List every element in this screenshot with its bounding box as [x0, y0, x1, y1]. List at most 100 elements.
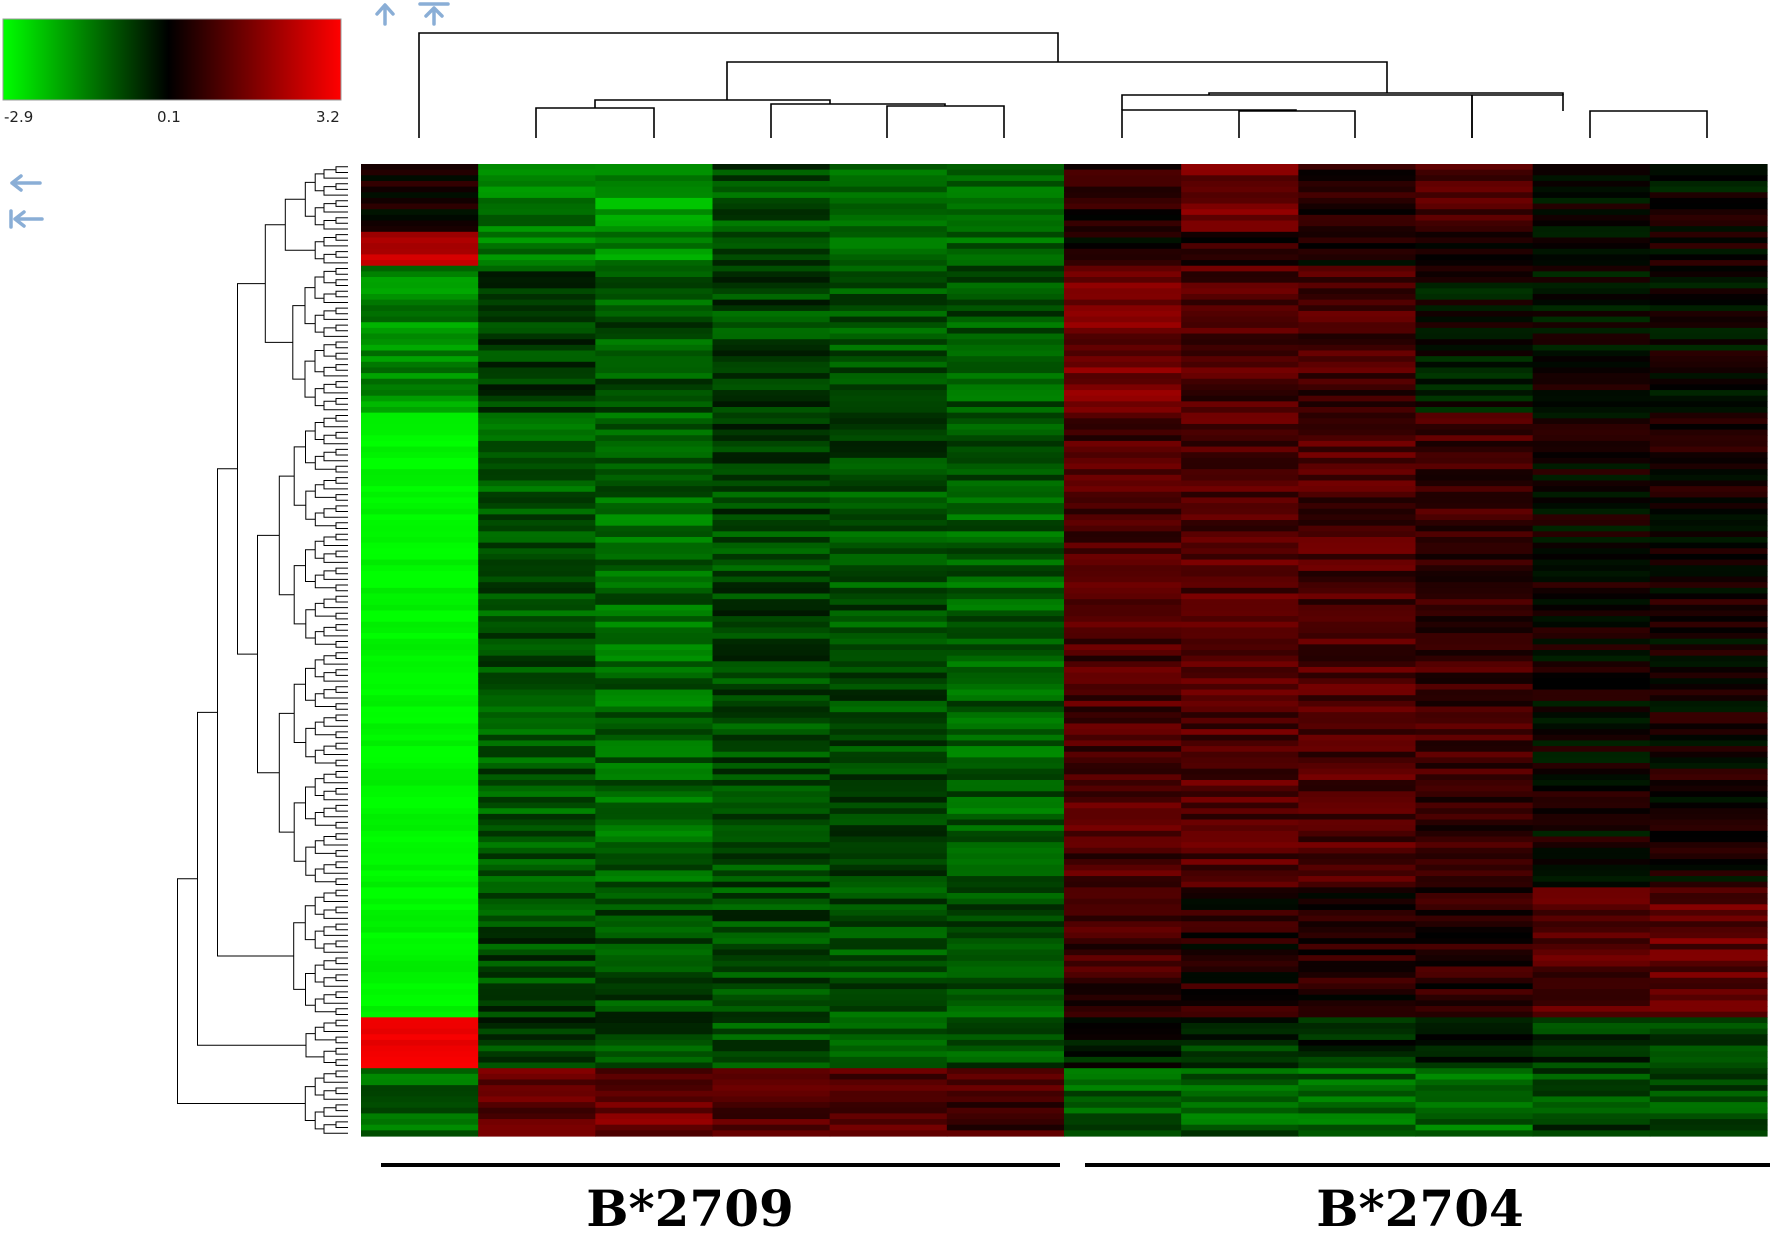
- heatmap-cell: [1532, 644, 1651, 651]
- heatmap-cell: [1181, 288, 1299, 295]
- heatmap-cell: [946, 678, 1065, 685]
- heatmap-cell: [1415, 231, 1534, 239]
- heatmap-cell: [712, 520, 831, 527]
- heatmap-cell: [1181, 712, 1299, 719]
- heatmap-cell: [712, 559, 831, 566]
- heatmap-cell: [361, 169, 479, 176]
- heatmap-cell: [946, 395, 1065, 402]
- heatmap-cell: [478, 791, 596, 798]
- heatmap-cell: [595, 802, 714, 809]
- heatmap-cell: [478, 1119, 596, 1126]
- heatmap-cell: [1649, 277, 1768, 284]
- heatmap-cell: [1532, 486, 1651, 493]
- heatmap-cell: [712, 553, 831, 561]
- heatmap-cell: [478, 842, 596, 849]
- heatmap-cell: [1649, 881, 1768, 888]
- heatmap-cell: [1064, 751, 1182, 758]
- heatmap-cell: [1415, 740, 1534, 747]
- heatmap-cell: [1532, 423, 1651, 431]
- heatmap-cell: [1415, 536, 1534, 544]
- heatmap-cell: [595, 723, 714, 730]
- heatmap-cell: [1181, 706, 1299, 713]
- heatmap-cell: [361, 1102, 479, 1109]
- heatmap-cell: [946, 881, 1065, 888]
- heatmap-cell: [712, 599, 831, 606]
- heatmap-cell: [1649, 248, 1768, 256]
- heatmap-cell: [1064, 310, 1182, 318]
- heatmap-cell: [829, 525, 948, 532]
- heatmap-cell: [712, 768, 831, 775]
- heatmap-cell: [712, 548, 831, 555]
- row-dendrogram-branch: [335, 477, 348, 484]
- arrow-up-to-top-icon[interactable]: [418, 2, 450, 26]
- heatmap-cell: [478, 819, 596, 826]
- heatmap-cell: [1064, 350, 1182, 357]
- heatmap-cell: [1181, 638, 1299, 645]
- heatmap-cell: [361, 197, 479, 205]
- heatmap-cell: [1415, 1107, 1534, 1114]
- heatmap-cell: [1649, 768, 1768, 775]
- heatmap-cell: [595, 231, 714, 239]
- heatmap-cell: [1649, 898, 1768, 905]
- heatmap-cell: [478, 678, 596, 685]
- heatmap-cell: [1532, 627, 1651, 634]
- heatmap-cell: [1532, 525, 1651, 532]
- heatmap-cell: [1415, 683, 1534, 691]
- heatmap-cell: [595, 536, 714, 544]
- heatmap-cell: [1415, 180, 1534, 188]
- heatmap-cell: [1415, 1096, 1534, 1103]
- heatmap-cell: [1298, 293, 1417, 301]
- heatmap-cell: [1532, 989, 1651, 996]
- heatmap-cell: [595, 531, 714, 538]
- heatmap-cell: [1064, 796, 1182, 804]
- heatmap-cell: [1181, 548, 1299, 555]
- heatmap-cell: [1298, 689, 1417, 696]
- heatmap-cell: [1649, 983, 1768, 990]
- heatmap-cell: [946, 277, 1065, 284]
- heatmap-cell: [1415, 1119, 1534, 1126]
- heatmap-cell: [1532, 570, 1651, 578]
- heatmap-cell: [1415, 508, 1534, 515]
- heatmap-cell: [946, 265, 1065, 272]
- heatmap-cell: [595, 644, 714, 651]
- arrow-left-icon[interactable]: [10, 174, 42, 192]
- heatmap-cell: [1298, 282, 1417, 289]
- heatmap-cell: [1181, 644, 1299, 651]
- heatmap-cell: [361, 661, 479, 668]
- arrow-up-icon[interactable]: [375, 3, 395, 26]
- heatmap-cell: [712, 446, 831, 453]
- heatmap-cell: [712, 661, 831, 668]
- heatmap-cell: [1064, 440, 1182, 448]
- heatmap-cell: [595, 983, 714, 990]
- heatmap-cell: [478, 661, 596, 668]
- heatmap-cell: [1532, 531, 1651, 538]
- heatmap-cell: [1064, 774, 1182, 781]
- row-dendrogram-branch: [335, 268, 348, 275]
- heatmap-cell: [1532, 650, 1651, 657]
- heatmap-cell: [478, 881, 596, 888]
- row-dendrogram-branch: [305, 846, 316, 876]
- arrow-left-to-start-icon[interactable]: [9, 209, 44, 229]
- heatmap-cell: [712, 972, 831, 979]
- heatmap-cell: [712, 339, 831, 346]
- heatmap-cell: [1532, 712, 1651, 719]
- heatmap-cell: [361, 717, 479, 725]
- heatmap-cell: [1181, 1113, 1299, 1120]
- heatmap-cell: [1298, 559, 1417, 566]
- heatmap-cell: [829, 763, 948, 770]
- heatmap-cell: [1298, 497, 1417, 504]
- heatmap-cell: [1415, 819, 1534, 826]
- heatmap-cell: [595, 1124, 714, 1131]
- color-scale-max-label: 3.2: [316, 108, 340, 126]
- heatmap-cell: [478, 350, 596, 357]
- heatmap-cell: [712, 582, 831, 589]
- heatmap-cell: [946, 186, 1065, 193]
- heatmap-cell: [478, 1017, 596, 1024]
- row-dendrogram-branch: [314, 241, 324, 260]
- heatmap-cell: [1415, 672, 1534, 679]
- heatmap-cell: [1181, 1056, 1299, 1064]
- heatmap-cell: [361, 265, 479, 272]
- heatmap-cell: [595, 994, 714, 1001]
- heatmap-cell: [829, 401, 948, 408]
- heatmap-cell: [478, 316, 596, 323]
